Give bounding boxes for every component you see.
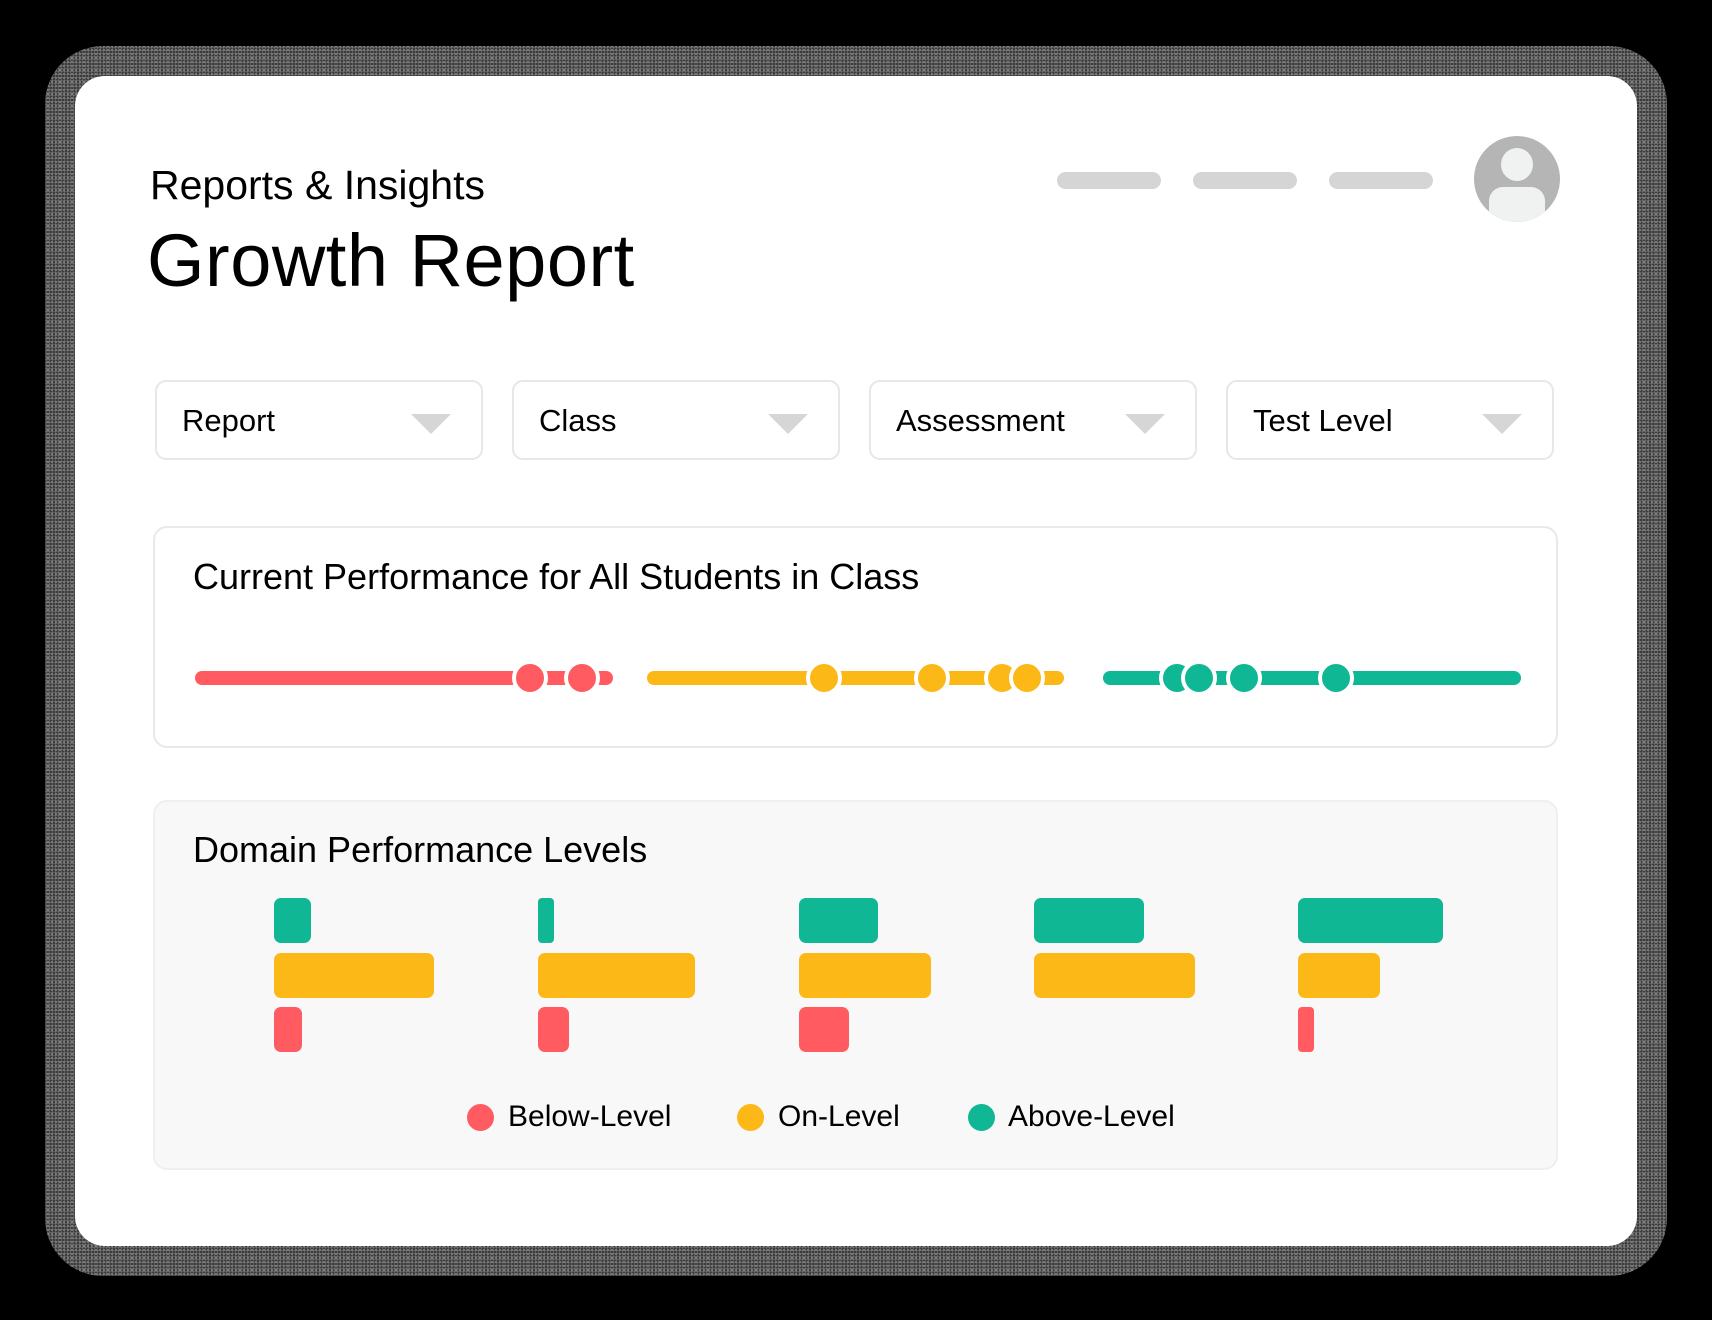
page-title: Growth Report <box>147 219 635 302</box>
domain-2-below-bar[interactable] <box>538 1007 569 1052</box>
above-level-legend-dot-icon <box>968 1104 995 1131</box>
chevron-down-icon <box>1125 414 1165 434</box>
class-dropdown-label: Class <box>539 403 617 438</box>
student-marker[interactable] <box>564 660 600 696</box>
on-level-track <box>647 671 1064 685</box>
report-dropdown[interactable]: Report <box>155 380 483 460</box>
report-dropdown-label: Report <box>182 403 276 438</box>
student-marker[interactable] <box>806 660 842 696</box>
domain-1-on-bar[interactable] <box>274 953 434 998</box>
student-marker[interactable] <box>1181 660 1217 696</box>
domain-2-on-bar[interactable] <box>538 953 695 998</box>
domain-5-above-bar[interactable] <box>1298 898 1443 943</box>
student-marker[interactable] <box>1226 660 1262 696</box>
current-performance-title: Current Performance for All Students in … <box>193 556 920 597</box>
domain-1-above-bar[interactable] <box>274 898 311 943</box>
nav-item-placeholder-1[interactable] <box>1057 172 1161 189</box>
student-marker[interactable] <box>914 660 950 696</box>
nav-item-placeholder-2[interactable] <box>1193 172 1297 189</box>
domain-performance-title: Domain Performance Levels <box>193 829 648 870</box>
domain-4-on-bar[interactable] <box>1034 953 1195 998</box>
domain-3-above-bar[interactable] <box>799 898 878 943</box>
on-level-legend-label: On-Level <box>778 1100 900 1133</box>
below-level-legend-dot-icon <box>467 1104 494 1131</box>
domain-3-on-bar[interactable] <box>799 953 931 998</box>
below-level-track <box>195 671 613 685</box>
class-dropdown[interactable]: Class <box>512 380 840 460</box>
student-marker[interactable] <box>512 660 548 696</box>
below-level-legend-label: Below-Level <box>508 1100 672 1133</box>
assessment-dropdown-label: Assessment <box>896 403 1065 438</box>
assessment-dropdown[interactable]: Assessment <box>869 380 1197 460</box>
avatar-head-shape <box>1501 148 1533 181</box>
avatar-body-shape <box>1489 187 1545 222</box>
test-level-dropdown[interactable]: Test Level <box>1226 380 1554 460</box>
domain-5-below-bar[interactable] <box>1298 1007 1314 1052</box>
test-level-dropdown-label: Test Level <box>1253 403 1393 438</box>
on-level-legend-dot-icon <box>737 1104 764 1131</box>
domain-3-below-bar[interactable] <box>799 1007 849 1052</box>
student-marker[interactable] <box>1009 660 1045 696</box>
current-performance-card <box>153 526 1558 748</box>
chevron-down-icon <box>768 414 808 434</box>
chevron-down-icon <box>411 414 451 434</box>
nav-item-placeholder-3[interactable] <box>1329 172 1433 189</box>
domain-2-above-bar[interactable] <box>538 898 554 943</box>
student-marker[interactable] <box>1318 660 1354 696</box>
domain-1-below-bar[interactable] <box>274 1007 302 1052</box>
chevron-down-icon <box>1482 414 1522 434</box>
domain-4-above-bar[interactable] <box>1034 898 1144 943</box>
page-subtitle: Reports & Insights <box>150 162 485 208</box>
user-avatar-icon[interactable] <box>1474 136 1560 222</box>
above-level-legend-label: Above-Level <box>1008 1100 1175 1133</box>
domain-5-on-bar[interactable] <box>1298 953 1380 998</box>
